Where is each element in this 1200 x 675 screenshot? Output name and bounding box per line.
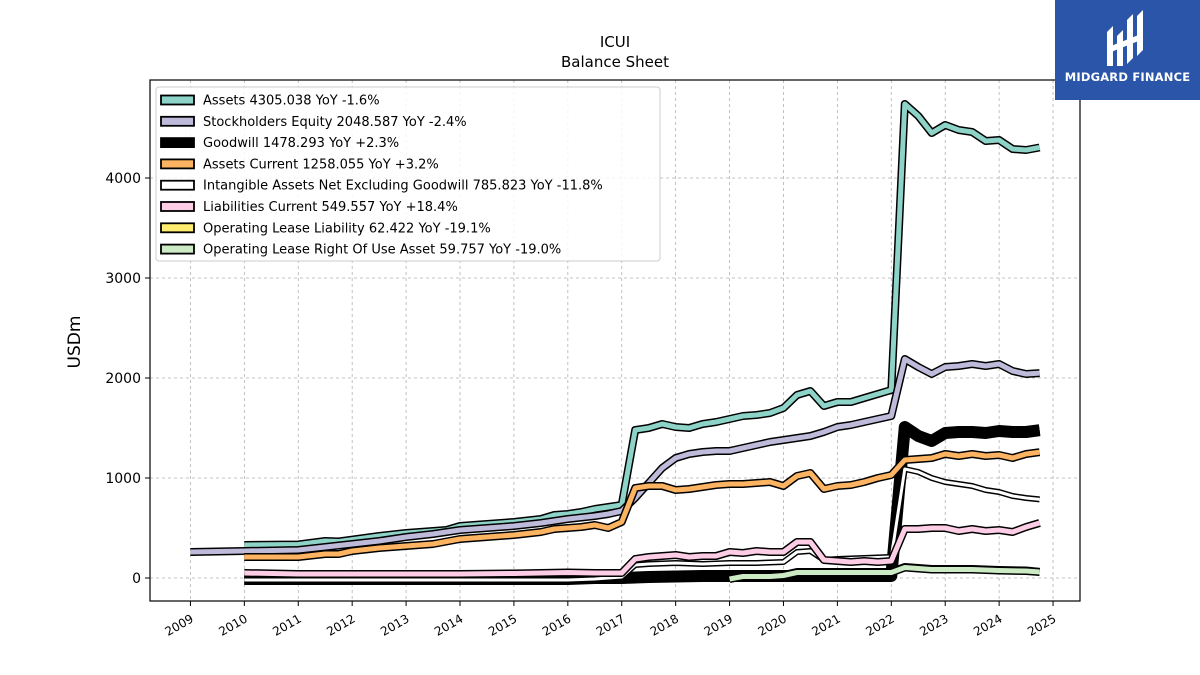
x-tick-label: 2020: [756, 611, 789, 638]
x-tick-label: 2009: [162, 611, 195, 638]
legend-item: Intangible Assets Net Excluding Goodwill…: [160, 179, 603, 194]
legend-label: Goodwill 1478.293 YoY +2.3%: [203, 136, 399, 151]
plot-frame: [149, 79, 1081, 602]
legend-label: Stockholders Equity 2048.587 YoY -2.4%: [203, 115, 467, 130]
series-stroke: [244, 449, 1040, 560]
legend-label: Liabilities Current 549.557 YoY +18.4%: [203, 200, 458, 215]
x-tick-label: 2016: [540, 611, 573, 638]
x-tick-label: 2015: [486, 611, 519, 638]
legend-swatch: [160, 222, 195, 234]
x-tick-label: 2024: [971, 611, 1004, 638]
legend-label: Assets 4305.038 YoY -1.6%: [203, 94, 380, 109]
y-axis-label: USDm: [65, 316, 85, 369]
legend-item: Liabilities Current 549.557 YoY +18.4%: [160, 200, 458, 215]
legend-swatch: [160, 243, 195, 255]
logo-mark-icon: [1107, 10, 1143, 66]
legend-label: Operating Lease Liability 62.422 YoY -19…: [203, 221, 491, 236]
legend-box: [155, 86, 661, 262]
series-stroke: [244, 520, 1041, 577]
legend: Assets 4305.038 YoY -1.6% Stockholders Eq…: [155, 86, 661, 262]
x-tick-label: 2014: [432, 611, 465, 638]
y-tick-label: 4000: [105, 171, 141, 187]
y-tick-label: 2000: [105, 371, 141, 387]
midgard-finance-logo: MIDGARD FINANCE: [1055, 0, 1200, 100]
logo-text: MIDGARD FINANCE: [1064, 70, 1191, 84]
legend-item: Assets Current 1258.055 YoY +3.2%: [160, 157, 439, 172]
series-stroke: [729, 565, 1040, 582]
series-lines: [190, 100, 1041, 585]
x-tick-label: 2022: [863, 611, 896, 638]
y-tick-label: 3000: [105, 271, 141, 287]
chart-subtitle: Balance Sheet: [561, 53, 669, 71]
x-tick-label: 2023: [917, 611, 950, 638]
legend-swatch: [160, 179, 195, 191]
x-tick-label: 2013: [378, 611, 411, 638]
x-tick-label: 2021: [809, 611, 842, 638]
x-tick-label: 2011: [270, 611, 303, 638]
x-tick-label: 2010: [216, 611, 249, 638]
legend-item: Operating Lease Liability 62.422 YoY -19…: [160, 221, 491, 236]
chart-title: ICUI: [600, 33, 630, 51]
legend-item: Stockholders Equity 2048.587 YoY -2.4%: [160, 115, 467, 130]
x-tick-label: 2018: [648, 611, 681, 638]
y-tick-label: 1000: [105, 471, 141, 487]
y-tick-label: 0: [132, 571, 141, 587]
legend-swatch: [160, 137, 195, 149]
legend-swatch: [160, 94, 195, 106]
legend-label: Intangible Assets Net Excluding Goodwill…: [203, 179, 603, 194]
legend-swatch: [160, 115, 195, 127]
legend-item: Assets 4305.038 YoY -1.6%: [160, 94, 380, 109]
legend-swatch: [160, 201, 195, 212]
legend-label: Assets Current 1258.055 YoY +3.2%: [203, 157, 439, 172]
series-line-assets-current: [244, 448, 1041, 561]
x-tick-label: 2017: [594, 611, 627, 638]
series-line-stockholders-equity: [190, 355, 1040, 556]
series-line-liabilities-current: [244, 519, 1041, 578]
legend-item: Goodwill 1478.293 YoY +2.3%: [160, 136, 399, 151]
x-tick-label: 2025: [1025, 611, 1058, 638]
x-tick-label: 2012: [324, 611, 357, 638]
legend-swatch: [160, 158, 195, 170]
series-stroke: [190, 356, 1040, 555]
legend-item: Operating Lease Right Of Use Asset 59.75…: [160, 243, 561, 258]
x-tick-label: 2019: [702, 611, 735, 638]
series-line-operating-lease-right-of-use-asset: [728, 563, 1040, 583]
legend-label: Operating Lease Right Of Use Asset 59.75…: [203, 243, 561, 258]
